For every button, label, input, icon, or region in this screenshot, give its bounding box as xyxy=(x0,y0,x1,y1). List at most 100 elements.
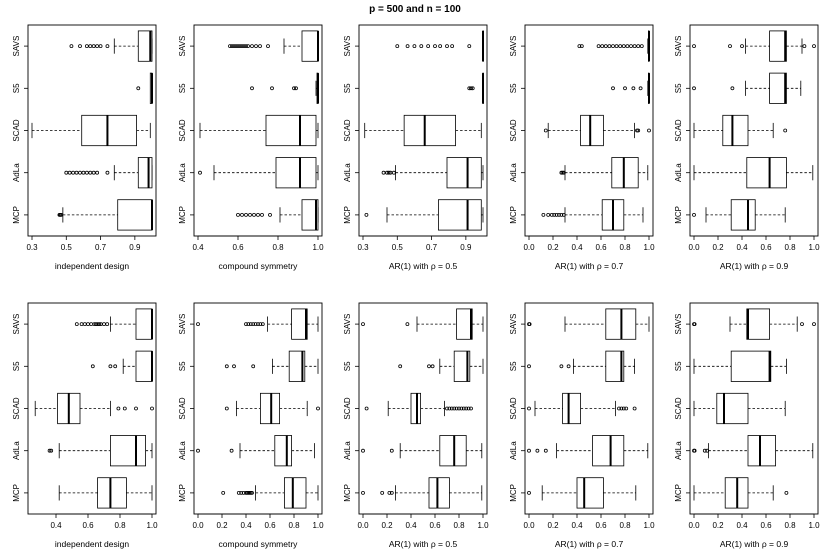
panel-5-adla-box xyxy=(746,157,787,189)
panel-5-x-tick-label: 0.0 xyxy=(688,243,700,252)
panel-5-adla-label: AdLa xyxy=(674,163,683,182)
panel-3-x-tick-label: 0.3 xyxy=(357,243,369,252)
panel-3-savs-outlier xyxy=(445,44,449,48)
panel-7-savs-outlier xyxy=(246,322,251,327)
panel-9-mcp-box xyxy=(576,477,604,509)
panel-7-mcp-outlier xyxy=(248,490,253,495)
panel-1-s5-outlier xyxy=(136,86,141,91)
panel-4-x-tick-label: 0.4 xyxy=(571,243,583,252)
panel-9-scad-outlier xyxy=(619,406,624,411)
panel-4-adla-box xyxy=(611,157,639,189)
panel-2-mcp-outlier xyxy=(248,212,252,217)
panel-1-savs-outlier xyxy=(69,44,74,48)
panel-5-savs-outlier xyxy=(812,44,816,48)
panel-1-adla-outlier xyxy=(74,170,79,175)
panel-5-x-tick-label: 0.4 xyxy=(736,243,748,252)
panel-3-savs-outlier xyxy=(450,44,455,48)
panel-4-s5-outlier xyxy=(623,86,627,91)
panel-1-adla-outlier xyxy=(67,170,72,175)
panel-5-x-axis-label: AR(1) with ρ = 0.9 xyxy=(720,261,789,271)
panel-6-mcp-box xyxy=(97,477,127,509)
panel-6-adla-outlier xyxy=(49,448,54,453)
panel-2-x-tick-label: 1.0 xyxy=(312,243,324,252)
panel-1-adla-outlier xyxy=(71,170,76,175)
panel-5-scad-outlier xyxy=(783,128,788,133)
panel-7-s5-outlier xyxy=(232,364,236,369)
panel-4-savs-outlier xyxy=(600,44,605,48)
panel-7-s5-label: S5 xyxy=(178,361,187,371)
panel-1-x-tick-label: 0.9 xyxy=(129,243,141,252)
panel-7-savs-outlier xyxy=(244,322,248,327)
panel-8-mcp-box xyxy=(428,477,450,509)
panel-8-adla-label: AdLa xyxy=(343,441,352,460)
panel-2-adla-outlier xyxy=(198,170,202,175)
panel-4-adla-outlier xyxy=(561,170,566,175)
panel-10-savs-outlier xyxy=(812,322,816,327)
panel-6-s5-box xyxy=(135,350,153,382)
panel-10-savs-label: SAVS xyxy=(674,314,683,335)
panel-10-x-tick-label: 1.0 xyxy=(808,521,820,530)
panel-6-s5-outlier xyxy=(113,364,118,369)
panel-3-mcp-box xyxy=(438,199,482,231)
panel-4-scad-box xyxy=(580,114,604,147)
panel-7-s5-box xyxy=(288,350,306,382)
panel-6-x-tick-label: 1.0 xyxy=(146,521,158,530)
panel-3-savs-outlier xyxy=(438,44,443,48)
panel-8-x-tick-label: 0.6 xyxy=(429,521,441,530)
panel-4-mcp-outlier xyxy=(559,212,564,217)
panel-8-scad-outlier xyxy=(469,406,473,411)
panel-6-savs-outlier xyxy=(97,322,102,327)
panel-10-x-tick-label: 0.6 xyxy=(760,521,772,530)
panel-10-s5-label: S5 xyxy=(674,361,683,371)
panel-2-savs-outlier xyxy=(234,44,238,48)
panel-3-scad-label: SCAD xyxy=(343,119,352,141)
panel-6-x-tick-label: 0.6 xyxy=(82,521,94,530)
panel-6-s5-label: S5 xyxy=(12,361,21,371)
panel-9-s5-outlier xyxy=(527,364,531,369)
panel-8-savs-box xyxy=(456,308,473,340)
panel-2-x-tick-label: 0.8 xyxy=(272,243,284,252)
panel-9-adla-outlier xyxy=(543,448,548,453)
panel-4-savs-outlier xyxy=(577,44,582,48)
panel-4-adla-outlier xyxy=(560,170,565,175)
panel-7-savs-outlier xyxy=(251,322,256,327)
panel-7-savs-outlier xyxy=(256,322,260,327)
panel-8-mcp-label: MCP xyxy=(343,484,352,502)
panel-5-savs-outlier xyxy=(802,44,807,48)
panel-2-adla-label: AdLa xyxy=(178,163,187,182)
panel-1-savs-outlier xyxy=(78,44,82,48)
panel-5-savs-label: SAVS xyxy=(674,36,683,57)
panel-4-savs-outlier xyxy=(625,44,630,48)
panel-7-mcp-outlier xyxy=(250,490,254,495)
panel-7-s5-outlier xyxy=(224,364,229,369)
panel-1-savs-outlier xyxy=(88,44,93,48)
panel-9-x-tick-label: 0.4 xyxy=(571,521,583,530)
panel-1-mcp-box xyxy=(117,199,153,231)
panel-5-scad-label: SCAD xyxy=(674,119,683,141)
panel-4-scad-outlier xyxy=(647,128,651,133)
panel-7-mcp-outlier xyxy=(241,490,246,495)
panel-4-scad-outlier xyxy=(636,128,641,133)
panel-9-scad-box xyxy=(562,392,581,425)
panel-9-x-tick-label: 0.6 xyxy=(595,521,607,530)
panel-5-x-tick-label: 0.6 xyxy=(760,243,772,252)
panel-10-savs-box xyxy=(746,308,770,340)
panel-2-scad-box xyxy=(265,114,317,147)
panel-3-x-tick-label: 0.5 xyxy=(392,243,404,252)
panel-2-s5-outlier xyxy=(292,86,296,91)
panel-8-x-tick-label: 0.4 xyxy=(405,521,417,530)
panel-10-savs-outlier xyxy=(692,322,697,327)
panel-6-mcp-label: MCP xyxy=(12,484,21,502)
panel-4-mcp-label: MCP xyxy=(509,206,518,224)
panel-2-mcp-label: MCP xyxy=(178,206,187,224)
panel-3-s5-label: S5 xyxy=(343,83,352,93)
panel-6-savs-outlier xyxy=(79,322,84,327)
panel-10-x-tick-label: 0.2 xyxy=(712,521,724,530)
panel-2-savs-outlier xyxy=(232,44,236,48)
panel-9-savs-label: SAVS xyxy=(509,314,518,335)
panel-6-savs-outlier xyxy=(86,322,90,327)
panel-7-mcp-outlier xyxy=(245,490,250,495)
panel-3-savs-outlier xyxy=(433,44,437,48)
panel-7-x-tick-label: 1.0 xyxy=(312,521,324,530)
panel-2-x-tick-label: 0.6 xyxy=(232,243,244,252)
